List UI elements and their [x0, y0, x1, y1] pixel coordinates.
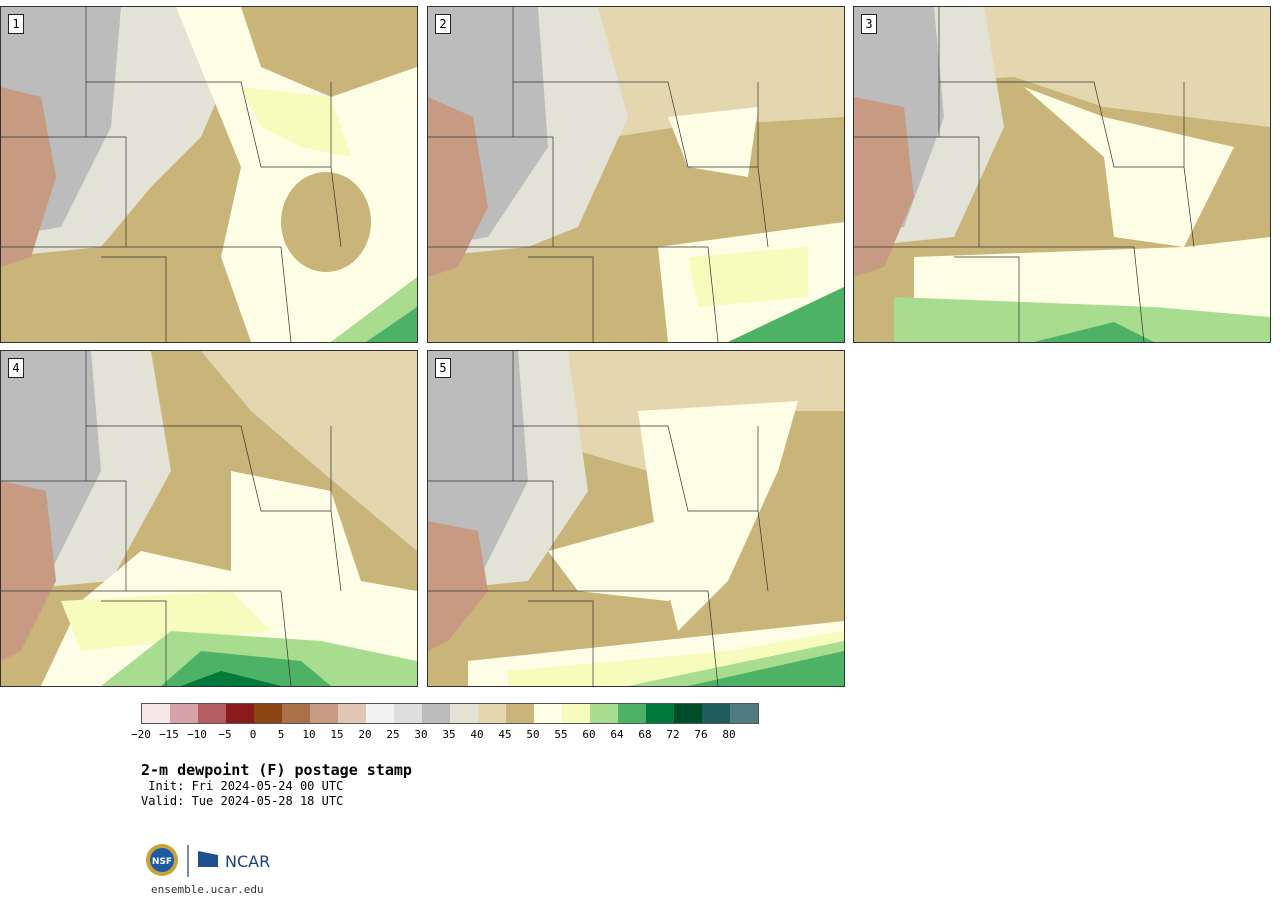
colorbar-swatch	[170, 704, 198, 723]
colorbar-tick-label: 80	[722, 728, 736, 741]
map-panel-3: 3	[853, 6, 1271, 343]
colorbar-swatch	[562, 704, 590, 723]
dewpoint-map-1	[1, 7, 417, 342]
colorbar-swatch	[394, 704, 422, 723]
colorbar-swatch	[254, 704, 282, 723]
map-panel-1: 1	[0, 6, 418, 343]
colorbar-tick-label: 40	[470, 728, 484, 741]
colorbar-swatch	[506, 704, 534, 723]
colorbar-tick-label: 15	[330, 728, 344, 741]
plot-title: 2-m dewpoint (F) postage stamp	[141, 761, 412, 779]
colorbar-tick-label: 50	[526, 728, 540, 741]
colorbar-tick-label: 0	[249, 728, 257, 741]
colorbar-tick-label: 5	[277, 728, 285, 741]
colorbar-tick-label: 55	[554, 728, 568, 741]
dewpoint-map-5	[428, 351, 844, 686]
colorbar-swatch	[478, 704, 506, 723]
colorbar-swatch	[282, 704, 310, 723]
panel-label: 2	[435, 14, 451, 34]
init-time: Init: Fri 2024-05-24 00 UTC	[141, 779, 344, 793]
colorbar-tick-label: 72	[666, 728, 680, 741]
colorbar-tick-label: 25	[386, 728, 400, 741]
colorbar-tick-label: 60	[582, 728, 596, 741]
colorbar	[141, 703, 759, 724]
dewpoint-map-4	[1, 351, 417, 686]
colorbar-tick-label: −10	[187, 728, 207, 741]
colorbar-tick-label: −15	[159, 728, 179, 741]
dewpoint-map-2	[428, 7, 844, 342]
colorbar-swatch	[702, 704, 730, 723]
colorbar-swatch	[142, 704, 170, 723]
colorbar-swatch	[646, 704, 674, 723]
colorbar-swatch	[338, 704, 366, 723]
panel-label: 5	[435, 358, 451, 378]
colorbar-swatch	[450, 704, 478, 723]
colorbar-tick-label: 10	[302, 728, 316, 741]
colorbar-swatch	[198, 704, 226, 723]
colorbar-swatch	[534, 704, 562, 723]
colorbar-swatch	[310, 704, 338, 723]
ncar-text: NCAR	[225, 852, 270, 871]
colorbar-tick-label: 64	[610, 728, 624, 741]
colorbar-tick-label: 20	[358, 728, 372, 741]
nsf-text: NSF	[152, 857, 172, 867]
colorbar-swatch	[366, 704, 394, 723]
colorbar-tick-label: 76	[694, 728, 708, 741]
colorbar-tick-label: 45	[498, 728, 512, 741]
colorbar-tick-label: 68	[638, 728, 652, 741]
colorbar-tick-label: −5	[218, 728, 232, 741]
colorbar-swatch	[618, 704, 646, 723]
panel-label: 1	[8, 14, 24, 34]
colorbar-tick-label: −20	[131, 728, 151, 741]
map-panel-4: 4	[0, 350, 418, 687]
colorbar-swatch	[674, 704, 702, 723]
colorbar-swatch	[730, 704, 758, 723]
valid-time: Valid: Tue 2024-05-28 18 UTC	[141, 794, 344, 808]
colorbar-swatch	[422, 704, 450, 723]
colorbar-tick-label: 30	[414, 728, 428, 741]
nsf-ncar-logo: NSF NCAR	[145, 843, 275, 881]
colorbar-swatch	[226, 704, 254, 723]
panel-label: 4	[8, 358, 24, 378]
site-url: ensemble.ucar.edu	[151, 883, 264, 896]
panel-label: 3	[861, 14, 877, 34]
map-panel-2: 2	[427, 6, 845, 343]
colorbar-ticks: −20 −15 −10 −5 0 5 10 15 20 25 30 35 40 45 50 55 60 64 68 7…	[131, 728, 841, 742]
dewpoint-map-3	[854, 7, 1270, 342]
colorbar-swatch	[590, 704, 618, 723]
colorbar-tick-label: 35	[442, 728, 456, 741]
map-panel-5: 5	[427, 350, 845, 687]
